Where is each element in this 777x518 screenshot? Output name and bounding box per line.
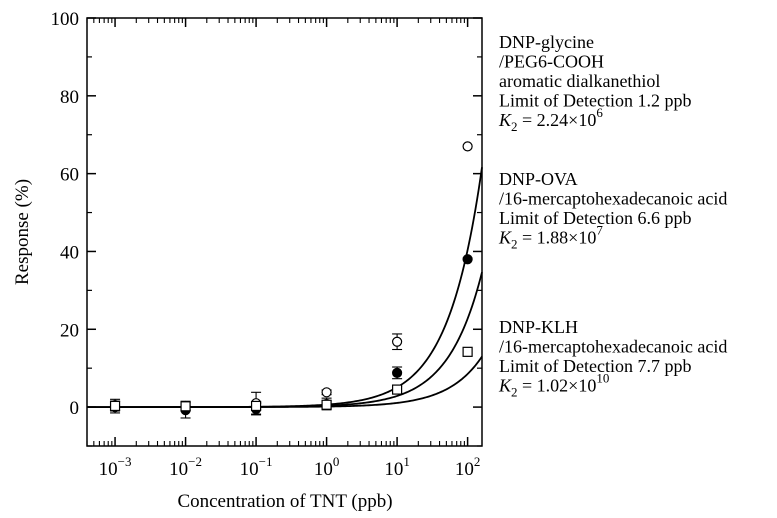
y-tick-label: 20 xyxy=(60,320,79,341)
k-subscript: 2 xyxy=(511,119,518,134)
data-points xyxy=(109,141,473,416)
k-symbol: K xyxy=(498,110,512,130)
fit-curve-2 xyxy=(87,271,483,408)
x-tick-exponent: −2 xyxy=(188,454,202,469)
k-value: = 1.88×10 xyxy=(518,228,597,248)
k-exponent: 6 xyxy=(596,105,603,120)
y-tick-label: 100 xyxy=(51,9,80,30)
k-subscript: 2 xyxy=(511,237,518,252)
annotation-line: Limit of Detection 6.6 ppb xyxy=(499,208,691,228)
x-tick-base: 10 xyxy=(455,459,474,480)
data-point-square xyxy=(180,401,191,412)
x-axis-title: Concentration of TNT (ppb) xyxy=(177,491,392,512)
y-axis-title: Response (%) xyxy=(12,179,33,285)
k-exponent: 7 xyxy=(596,223,603,238)
annotation-line: /16-mercaptohexadecanoic acid xyxy=(499,337,727,357)
x-tick-exponent: −3 xyxy=(118,454,132,469)
x-tick-base: 10 xyxy=(99,459,118,480)
data-point-square xyxy=(250,400,262,412)
annotation-line: K2 = 1.88×107 xyxy=(498,223,603,252)
annotation-line: /PEG6-COOH xyxy=(499,52,604,72)
annotation-line: DNP-KLH xyxy=(499,317,578,337)
data-point-open-circle xyxy=(462,141,473,152)
fit-curves xyxy=(87,167,483,408)
annotation-line: K2 = 2.24×106 xyxy=(498,105,603,134)
annotation-line: aromatic dialkanethiol xyxy=(499,71,660,91)
x-tick-exponent: 0 xyxy=(333,454,340,469)
x-tick-exponent: 2 xyxy=(474,454,481,469)
x-tick-base: 10 xyxy=(169,459,188,480)
x-tick-label: 10−1 xyxy=(240,454,273,480)
k-symbol: K xyxy=(498,376,512,396)
x-tick-base: 10 xyxy=(384,459,403,480)
y-tick-label: 80 xyxy=(60,87,79,108)
x-tick-exponent: 1 xyxy=(403,454,410,469)
data-point-open-circle xyxy=(391,336,403,347)
x-tick-base: 10 xyxy=(240,459,259,480)
y-tick-label: 0 xyxy=(70,398,80,419)
data-point-filled-circle xyxy=(462,254,473,265)
plot-frame xyxy=(86,17,483,447)
data-point-open-circle xyxy=(321,387,332,398)
data-point-square xyxy=(321,399,332,410)
fit-curve-3 xyxy=(87,355,483,408)
fit-curve-1 xyxy=(87,167,483,408)
k-symbol: K xyxy=(498,228,512,248)
annotation-line: Limit of Detection 7.7 ppb xyxy=(499,356,691,376)
data-point-square xyxy=(462,346,473,357)
x-tick-label: 10−3 xyxy=(99,454,132,480)
data-point-square xyxy=(109,400,121,412)
k-subscript: 2 xyxy=(511,385,518,400)
annotation-line: Limit of Detection 1.2 ppb xyxy=(499,91,691,111)
k-value: = 2.24×10 xyxy=(518,110,597,130)
x-tick-label: 101 xyxy=(384,454,410,480)
data-point-square xyxy=(391,384,403,395)
k-exponent: 10 xyxy=(596,371,609,386)
annotation-line: /16-mercaptohexadecanoic acid xyxy=(499,189,727,209)
x-tick-exponent: −1 xyxy=(259,454,273,469)
x-tick-label: 100 xyxy=(314,454,340,480)
x-tick-label: 10−2 xyxy=(169,454,202,480)
annotation-line: K2 = 1.02×1010 xyxy=(498,371,609,400)
y-tick-label: 60 xyxy=(60,165,79,186)
annotation-line: DNP-OVA xyxy=(499,169,578,189)
annotation-line: DNP-glycine xyxy=(499,32,594,52)
x-tick-label: 102 xyxy=(455,454,481,480)
k-value: = 1.02×10 xyxy=(518,376,597,396)
x-tick-base: 10 xyxy=(314,459,333,480)
data-point-filled-circle xyxy=(391,367,403,378)
y-tick-label: 40 xyxy=(60,242,79,263)
